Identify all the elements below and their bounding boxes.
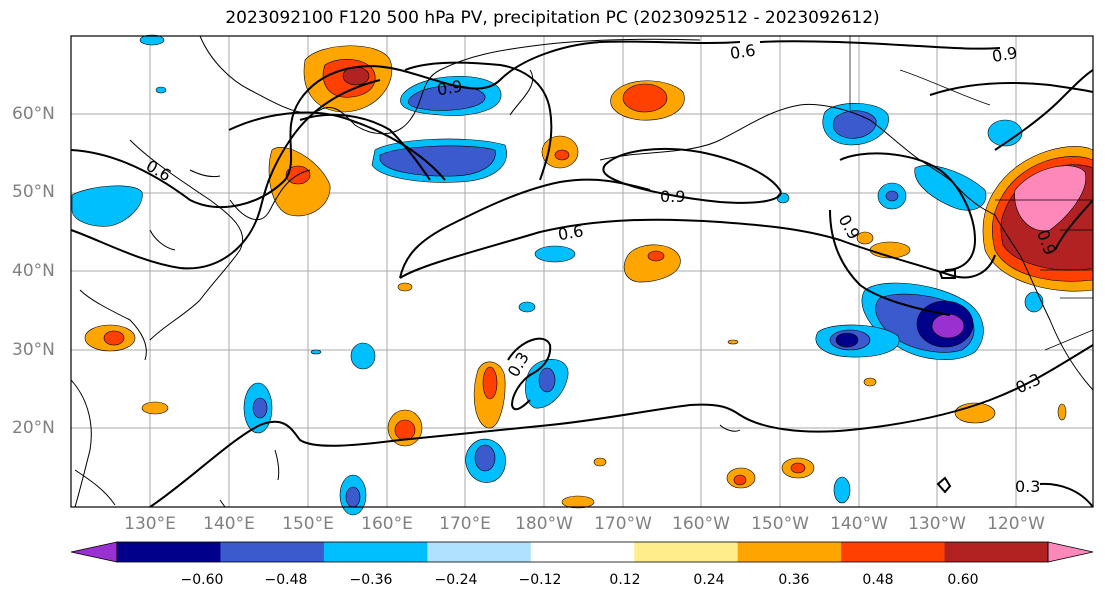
- contour-label: 0.6: [729, 41, 757, 63]
- lat-label: 30°N: [12, 340, 55, 360]
- colorbar-segment: [634, 542, 739, 562]
- colorbar-tick-label: −0.60: [180, 572, 224, 588]
- lon-label: 130°E: [124, 514, 176, 534]
- pv-contours: [70, 40, 1094, 508]
- colorbar-segment: [737, 542, 842, 562]
- lon-label: 120°W: [987, 514, 1045, 534]
- political-borders: [849, 36, 1094, 351]
- colorbar-extension-max: [1047, 541, 1094, 563]
- contour-label: 0.9: [990, 43, 1018, 66]
- colorbar: [70, 541, 1094, 563]
- lon-label: 170°E: [439, 514, 491, 534]
- chart-title: 2023092100 F120 500 hPa PV, precipitatio…: [225, 8, 880, 28]
- colorbar-tick-label: −0.12: [518, 572, 562, 588]
- precip-positive-anomalies: [84, 45, 1094, 509]
- lon-label: 130°W: [908, 514, 966, 534]
- map-frame: [70, 35, 1094, 508]
- lat-label: 20°N: [12, 418, 55, 438]
- lon-label: 150°W: [751, 514, 809, 534]
- lat-label: 40°N: [12, 261, 55, 281]
- colorbar-segment: [841, 542, 946, 562]
- colorbar-tick-label: 0.12: [609, 572, 641, 588]
- contour-label: 0.9: [435, 76, 463, 99]
- colorbar-segment: [530, 542, 635, 562]
- colorbar-tick-label: 0.60: [947, 572, 979, 588]
- colorbar-tick-label: 0.48: [862, 572, 894, 588]
- contour-label: 0.9: [660, 187, 685, 206]
- lon-label: 180°W: [515, 514, 573, 534]
- coastlines: [70, 35, 1094, 508]
- colorbar-segment: [427, 542, 532, 562]
- colorbar-tick-label: 0.36: [778, 572, 810, 588]
- lon-label: 170°W: [594, 514, 652, 534]
- lon-label: 140°W: [830, 514, 888, 534]
- colorbar-tick-label: −0.36: [349, 572, 393, 588]
- colorbar-segment: [220, 542, 325, 562]
- colorbar-tick-label: −0.24: [434, 572, 478, 588]
- colorbar-segment: [117, 542, 221, 562]
- lon-label: 160°E: [361, 514, 413, 534]
- lon-label: 160°W: [672, 514, 730, 534]
- colorbar-segment: [944, 542, 1049, 562]
- colorbar-extension-min: [70, 541, 118, 563]
- lat-label: 50°N: [12, 182, 55, 202]
- colorbar-tick-label: 0.24: [693, 572, 725, 588]
- colorbar-outline: [116, 541, 1049, 563]
- colorbar-segment: [323, 542, 428, 562]
- contour-label: 0.6: [556, 221, 584, 244]
- colorbar-tick-label: −0.48: [264, 572, 308, 588]
- lon-label: 150°E: [282, 514, 334, 534]
- contour-label: 0.3: [1015, 477, 1040, 496]
- lat-label: 60°N: [12, 104, 55, 124]
- lon-label: 140°E: [203, 514, 255, 534]
